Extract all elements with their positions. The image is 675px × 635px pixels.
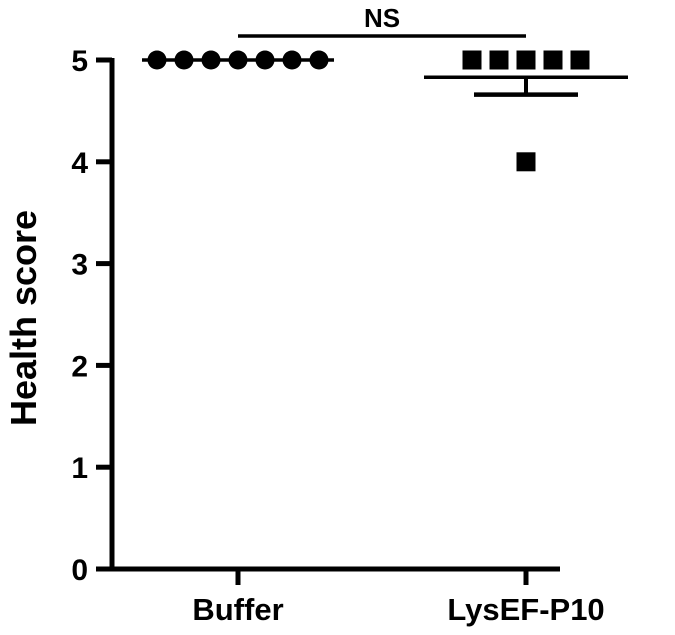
significance-annotation: NS xyxy=(238,3,526,38)
data-point xyxy=(516,50,536,70)
axes: 0 1 2 3 4 5 Buffer LysEF-P10 xyxy=(71,45,604,627)
data-marks xyxy=(142,50,628,172)
y-tick-label: 3 xyxy=(71,249,88,282)
data-point xyxy=(462,50,482,70)
x-tick-label: LysEF-P10 xyxy=(447,592,604,627)
series-lysef-p10 xyxy=(424,50,628,172)
significance-label: NS xyxy=(364,3,400,33)
y-axis-label: Health score xyxy=(3,210,44,426)
y-tick-label: 2 xyxy=(71,350,88,383)
y-tick-label: 1 xyxy=(71,452,88,485)
data-point xyxy=(489,50,509,70)
data-point xyxy=(516,152,536,172)
data-point xyxy=(570,50,590,70)
y-tick-label: 5 xyxy=(71,45,88,78)
series-buffer xyxy=(142,50,334,70)
y-tick-label: 0 xyxy=(71,554,88,587)
x-tick-label: Buffer xyxy=(192,592,283,627)
y-tick-label: 4 xyxy=(71,147,88,180)
data-point xyxy=(543,50,563,70)
